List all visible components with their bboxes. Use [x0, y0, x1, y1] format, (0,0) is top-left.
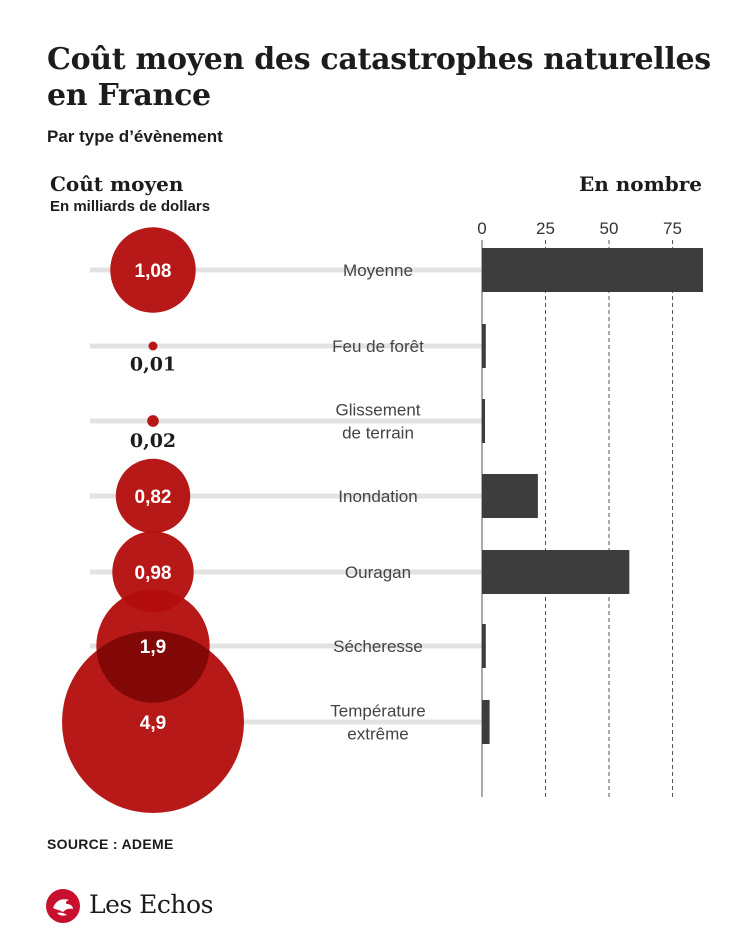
bubble-value-label: 0,98	[135, 563, 172, 584]
count-bar	[482, 474, 538, 518]
category-label: Sécheresse	[333, 637, 423, 656]
x-tick-label: 50	[600, 219, 619, 238]
count-bar	[482, 324, 486, 368]
cost-bubble	[110, 227, 196, 313]
category-label: extrême	[347, 725, 408, 744]
bubble-value-label: 0,01	[130, 354, 176, 376]
bubble-value-label: 1,08	[135, 261, 172, 282]
logo-wordmark: Les Echos	[89, 890, 213, 919]
category-label: Inondation	[338, 487, 417, 506]
count-bar	[482, 399, 485, 443]
count-bar	[482, 700, 490, 744]
bubble-value-label: 0,82	[135, 487, 172, 508]
category-label: Température	[330, 702, 425, 721]
chart-subtitle: Par type d’évènement	[47, 127, 223, 146]
bar-layer	[482, 248, 703, 744]
count-panel-title: En nombre	[578, 172, 702, 196]
bubble-overlap	[96, 631, 210, 703]
category-label: Ouragan	[345, 563, 411, 582]
cost-bubble	[147, 415, 159, 427]
category-label: de terrain	[342, 424, 414, 443]
bubble-value-label: 1,9	[140, 637, 166, 658]
chart-canvas: 0 25 50 75 Moyenne Feu de forêt Glissement de t…	[62, 219, 703, 813]
cost-bubble	[112, 531, 194, 613]
x-tick-label: 25	[536, 219, 555, 238]
label-layer: Moyenne Feu de forêt Glissement de terrain I…	[130, 261, 426, 744]
x-tick-label: 0	[477, 219, 486, 238]
les-echos-lion-icon	[46, 889, 80, 923]
cost-bubble	[148, 341, 158, 351]
category-label: Feu de forêt	[332, 337, 424, 356]
count-bar	[482, 248, 703, 292]
count-bar	[482, 550, 630, 594]
chart-title: Coût moyen des catastrophes naturelles e…	[47, 42, 711, 113]
cost-panel-title: Coût moyen	[50, 172, 184, 196]
category-label: Glissement	[335, 401, 420, 420]
cost-bubble	[115, 458, 191, 534]
bubble-value-label: 4,9	[140, 713, 166, 734]
bubble-layer	[62, 227, 244, 813]
x-tick-label: 75	[663, 219, 682, 238]
source-note: SOURCE : ADEME	[47, 836, 174, 852]
cost-panel-unit: En milliards de dollars	[50, 198, 211, 215]
category-label: Moyenne	[343, 261, 413, 280]
bubble-value-label: 0,02	[130, 430, 176, 452]
count-bar	[482, 624, 486, 668]
